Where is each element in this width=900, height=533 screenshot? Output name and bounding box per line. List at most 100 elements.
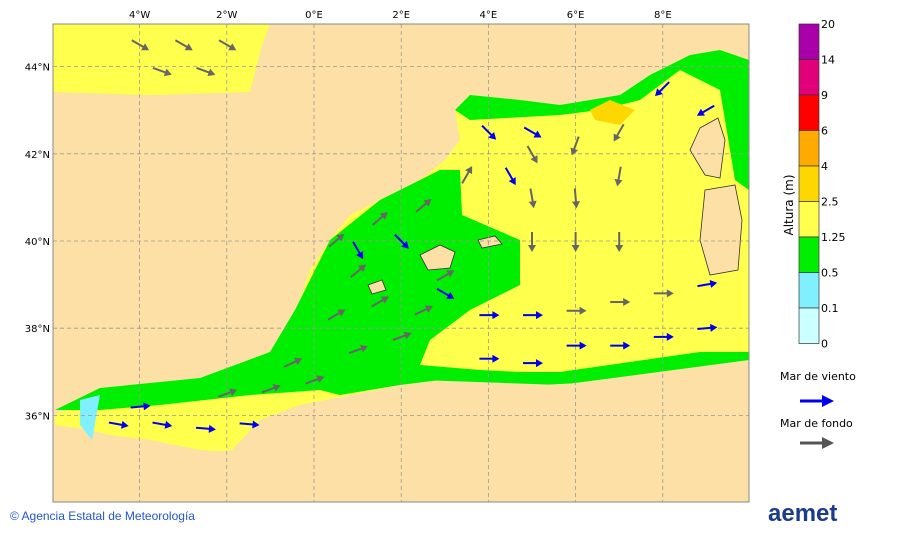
menorca xyxy=(477,235,503,249)
swell-arrow xyxy=(196,66,216,77)
swell-arrow xyxy=(528,232,536,252)
wind-sea-arrow-icon xyxy=(800,395,834,407)
swell-arrow xyxy=(131,39,150,51)
swell-arrow xyxy=(526,145,538,164)
colorbar-segment xyxy=(798,236,820,273)
swell-arrow xyxy=(371,296,389,308)
colorbar-tick-label: 20 xyxy=(821,18,835,31)
colorbar-segment xyxy=(798,23,820,60)
swell-arrow-icon xyxy=(800,437,834,449)
colorbar-segment xyxy=(798,59,820,96)
colorbar-segment xyxy=(798,94,820,131)
colorbar-segment xyxy=(798,272,820,309)
mallorca xyxy=(419,244,456,271)
colorbar-tick-label: 14 xyxy=(821,54,835,67)
wind-sea-arrow xyxy=(504,167,516,186)
swell-arrow xyxy=(613,123,625,142)
wind-sea-arrow xyxy=(523,359,543,368)
wind-sea-arrow xyxy=(655,81,670,97)
graticule xyxy=(53,24,749,502)
aemet-logo: aemet xyxy=(768,500,838,527)
wind-sea-label: Mar de viento xyxy=(780,370,856,383)
swell-arrow xyxy=(261,384,281,394)
ibiza xyxy=(367,279,387,295)
colorbar-segment xyxy=(798,307,820,344)
colorbar-segment xyxy=(798,130,820,167)
wind-sea-arrow xyxy=(479,311,500,320)
lon-label: 0°E xyxy=(305,10,323,21)
wind-sea-arrow xyxy=(481,124,497,140)
wind-sea-arrow xyxy=(108,420,129,429)
swell-arrow xyxy=(348,344,368,355)
orange-zone xyxy=(590,100,635,125)
wind-sea-arrow xyxy=(479,354,500,363)
corsica xyxy=(689,117,726,179)
green-zone-west xyxy=(55,170,520,410)
wind-sea-arrow xyxy=(195,424,216,433)
swell-arrow xyxy=(328,233,345,248)
colorbar-tick-label: 0.1 xyxy=(821,302,839,315)
lon-label: 8°E xyxy=(654,10,672,21)
lon-label: 2°W xyxy=(216,10,237,21)
green-zone-south xyxy=(420,352,749,385)
sardinia xyxy=(699,184,743,276)
lat-label: 36°N xyxy=(25,411,50,422)
colorbar-tick-label: 2.5 xyxy=(821,196,839,209)
legend-colorbar: 20 14 9 6 4 2.5 1.25 0.5 0.1 0 xyxy=(798,18,846,351)
swell-arrow xyxy=(283,357,303,368)
swell-arrow xyxy=(414,305,433,316)
wind-sea-arrow xyxy=(566,341,587,350)
map-frame xyxy=(52,23,750,503)
sea-biscay xyxy=(53,24,270,95)
swell-arrow xyxy=(152,66,172,77)
lon-label: 6°E xyxy=(567,10,585,21)
lon-label: 4°E xyxy=(480,10,498,21)
wind-sea-arrow xyxy=(697,279,718,288)
colorbar-tick-label: 0.5 xyxy=(821,267,839,280)
swell-arrow xyxy=(528,188,537,209)
lon-label: 2°E xyxy=(392,10,410,21)
swell-arrow xyxy=(327,309,346,321)
green-zone-north xyxy=(455,50,749,190)
cyan-zone xyxy=(80,395,100,440)
wind-sea-arrow xyxy=(352,241,364,260)
colorbar-tick-label: 1.25 xyxy=(821,231,846,244)
copyright-footer: © Agencia Estatal de Meteorología xyxy=(10,509,195,523)
wind-sea-arrow xyxy=(610,341,631,350)
legend-title: Altura (m) xyxy=(782,174,796,235)
wind-sea-arrow xyxy=(523,126,542,138)
swell-arrow xyxy=(461,166,473,184)
swell-label: Mar de fondo xyxy=(780,417,853,430)
wind-sea-arrow xyxy=(394,233,409,249)
colorbar-tick-label: 6 xyxy=(821,125,828,138)
axis-labels: 4°W 2°W 0°E 2°E 4°E 6°E 8°E 44°N 42°N 40°N 38°N 36°… xyxy=(25,10,672,422)
swell-arrow xyxy=(571,232,580,252)
swell-arrow xyxy=(436,270,455,282)
swell-arrow xyxy=(615,232,624,252)
swell-arrow xyxy=(218,39,237,51)
swell-arrow xyxy=(305,375,325,385)
colorbar-tick-label: 0 xyxy=(821,338,828,351)
swell-arrow xyxy=(566,306,587,315)
lat-label: 40°N xyxy=(25,237,50,248)
wind-sea-arrow xyxy=(239,420,260,429)
lat-label: 44°N xyxy=(25,63,50,74)
lat-label: 42°N xyxy=(25,150,50,161)
swell-arrow xyxy=(614,166,623,187)
wind-sea-arrow xyxy=(130,402,151,411)
swell-arrow xyxy=(392,331,412,341)
wave-direction-arrows xyxy=(108,39,718,433)
lon-label: 4°W xyxy=(129,10,150,21)
colorbar-tick-label: 4 xyxy=(821,160,828,173)
lat-label: 38°N xyxy=(25,324,50,335)
wind-sea-arrow xyxy=(436,287,455,299)
colorbar-segment xyxy=(798,201,820,238)
swell-arrow xyxy=(571,188,580,209)
swell-arrow xyxy=(350,264,367,279)
swell-arrow xyxy=(570,136,580,156)
swell-arrow xyxy=(653,289,674,298)
swell-arrow xyxy=(371,212,388,226)
swell-arrow xyxy=(415,199,432,213)
